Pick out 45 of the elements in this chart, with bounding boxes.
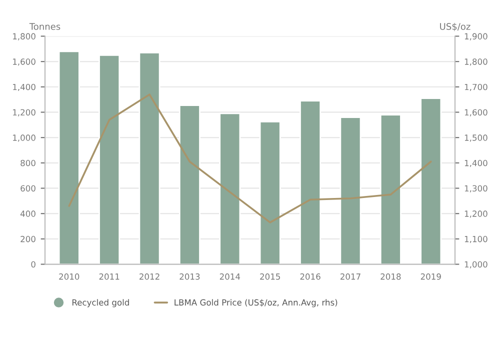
line-series [68,94,432,224]
y2-tick-label: 1,100 [464,236,488,244]
bar [259,121,281,264]
y-tick-label: 1,800 [13,33,36,40]
bar [219,112,241,264]
y2-tick-label: 1,300 [464,185,488,192]
bar [300,100,322,264]
x-tick-label: 2019 [420,273,441,280]
legend-label: LBMA Gold Price (US$/oz, Ann.Avg, rhs) [174,299,338,308]
bar [178,104,200,264]
x-tick-label: 2012 [140,273,160,280]
y2-tick-label: 1,700 [464,84,488,92]
y2-tick-label: 1,000 [464,261,488,268]
x-tick-label: 2015 [260,273,280,280]
bar [340,116,362,264]
x-tick-label: 2018 [380,273,401,280]
y2-tick-label: 1,400 [464,160,488,168]
y-tick-label: 1,000 [13,134,36,142]
y-tick-label: 800 [20,160,36,166]
y-tick-label: 0 [31,261,36,268]
y-tick-label: 1,600 [13,58,36,66]
x-tick-label: 2014 [220,273,240,280]
y2-tick-label: 1,500 [464,134,488,142]
legend-label: Recycled gold [72,299,129,308]
y-tick-label: 1,400 [13,84,36,92]
y-tick-label: 1,200 [13,109,36,116]
y2-tick-label: 1,200 [464,210,488,218]
y-tick-label: 600 [20,185,36,192]
x-tick-label: 2013 [180,273,200,280]
y-tick-label: 200 [20,236,36,242]
y2-axis-title: US$/oz [440,22,470,32]
bar [420,98,442,264]
bar [138,52,160,264]
bar [380,114,402,264]
x-tick-label: 2017 [340,273,360,280]
x-tick-label: 2011 [99,273,120,280]
bar [58,50,80,264]
y2-tick-label: 1,900 [464,33,488,40]
x-tick-label: 2016 [300,273,320,280]
y2-tick-label: 1,800 [464,58,488,66]
y2-tick-label: 1,600 [464,109,488,116]
bar [98,54,120,264]
y-axis-title: Tonnes [29,23,60,30]
y-tick-label: 400 [20,210,36,217]
x-tick-label: 2010 [59,273,80,280]
